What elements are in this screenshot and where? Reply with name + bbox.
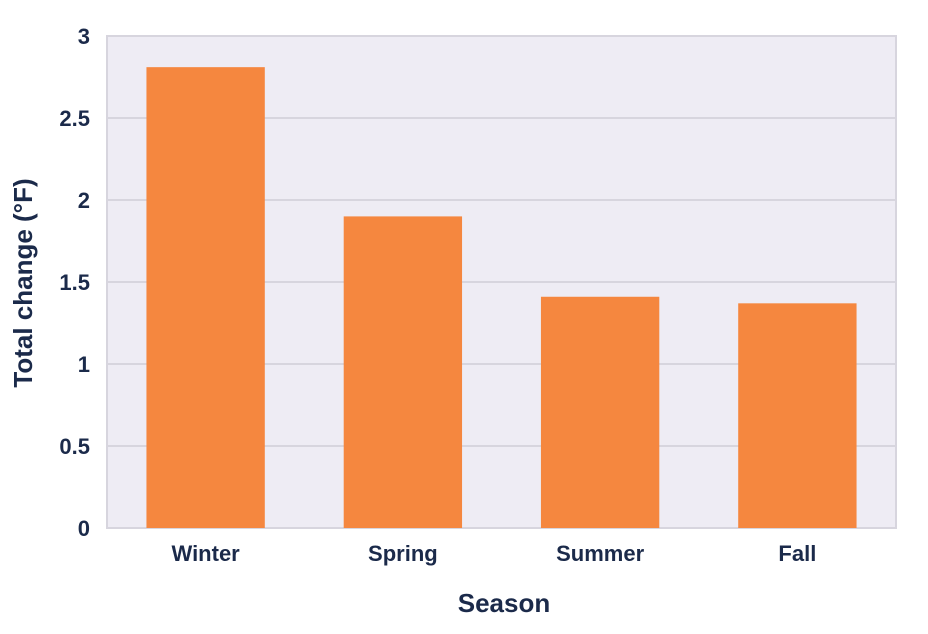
x-tick-label: Summer [556, 541, 644, 566]
x-axis-title: Season [458, 588, 551, 618]
bar-winter [146, 67, 265, 528]
bar-fall [738, 303, 857, 528]
y-tick-label: 0.5 [59, 434, 90, 459]
x-tick-label: Fall [778, 541, 816, 566]
x-tick-label: Spring [368, 541, 438, 566]
y-axis-title: Total change (°F) [8, 178, 38, 387]
y-tick-label: 1 [78, 352, 90, 377]
y-axis-ticks: 0 0.5 1 1.5 2 2.5 3 [59, 24, 90, 541]
x-axis-ticks: Winter Spring Summer Fall [172, 541, 817, 566]
y-tick-label: 2.5 [59, 106, 90, 131]
y-tick-label: 1.5 [59, 270, 90, 295]
y-tick-label: 0 [78, 516, 90, 541]
x-tick-label: Winter [172, 541, 241, 566]
y-tick-label: 2 [78, 188, 90, 213]
bar-summer [540, 296, 660, 528]
bars [146, 67, 857, 528]
bar-spring [343, 216, 463, 528]
y-tick-label: 3 [78, 24, 90, 49]
